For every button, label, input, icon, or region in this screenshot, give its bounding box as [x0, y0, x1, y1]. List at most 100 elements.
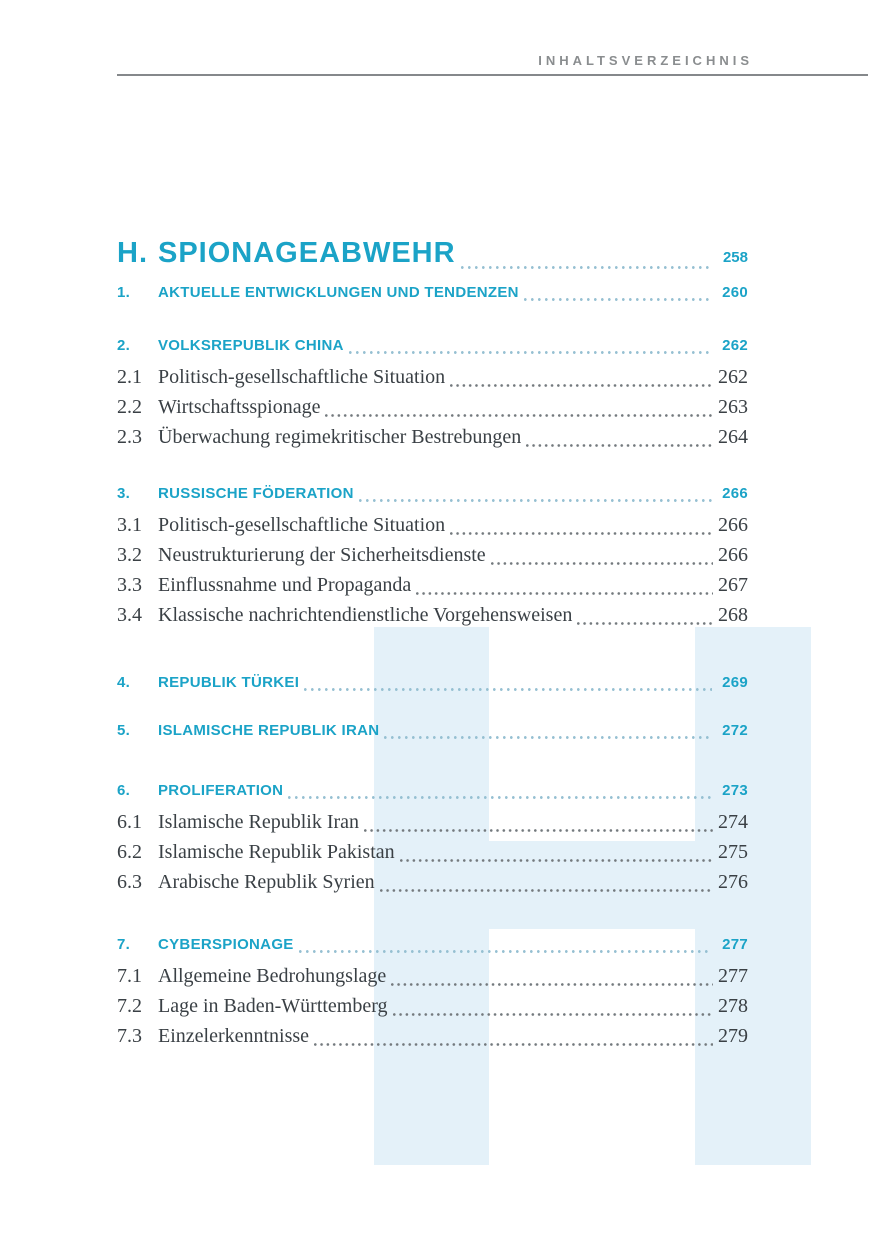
dotted-leader	[379, 889, 713, 892]
dotted-leader	[526, 444, 713, 447]
toc-row[interactable]: 2.2 Wirtschaftsspionage 263	[117, 392, 748, 422]
toc-entry-title: Islamische Republik Pakistan	[158, 841, 395, 863]
toc-row[interactable]: 7.2 Lage in Baden-Württemberg 278	[117, 991, 748, 1021]
dotted-leader	[298, 950, 713, 953]
toc-entry-title: Einzelerkenntnisse	[158, 1025, 310, 1047]
dotted-leader	[523, 298, 713, 301]
dotted-leader	[384, 736, 713, 739]
toc-group-russland: 3. RUSSISCHE FÖDERATION 266 3.1 Politisc…	[117, 482, 748, 630]
toc-entry-page: 278	[718, 995, 748, 1017]
toc-entry-page: 275	[718, 841, 748, 863]
dotted-leader	[325, 414, 713, 417]
toc-entry-page: 269	[722, 674, 748, 691]
toc-entry-title: Lage in Baden-Württemberg	[158, 995, 388, 1017]
toc-entry-page: 268	[718, 604, 748, 626]
dotted-leader	[364, 829, 713, 832]
toc-row[interactable]: 7.3 Einzelerkenntnisse 279	[117, 1021, 748, 1051]
toc-row[interactable]: 4. REPUBLIK TÜRKEI 269	[117, 671, 748, 695]
dotted-leader	[348, 351, 713, 354]
toc-entry-title: Islamische Republik Iran	[158, 811, 360, 833]
toc-entry-page: 262	[722, 337, 748, 354]
toc-row[interactable]: 3.2 Neustrukturierung der Sicherheitsdie…	[117, 540, 748, 570]
toc-entry-number: 6.3	[117, 871, 142, 893]
toc-entry-number: 3.4	[117, 604, 142, 626]
dotted-leader	[416, 592, 713, 595]
toc-entry-page: 266	[718, 514, 748, 536]
toc-row[interactable]: 7. CYBERSPIONAGE 277	[117, 933, 748, 957]
toc-row[interactable]: 3.3 Einflussnahme und Propaganda 267	[117, 570, 748, 600]
toc-entry-title: Klassische nachrichtendienstliche Vorgeh…	[158, 604, 573, 626]
toc-row[interactable]: H. SPIONAGEABWEHR 258	[117, 236, 748, 275]
dotted-leader	[450, 384, 713, 387]
toc-entry-page: 260	[722, 284, 748, 301]
toc-entry-number: 2.3	[117, 426, 142, 448]
toc-entry-number: 3.3	[117, 574, 142, 596]
toc-entry-number: 3.1	[117, 514, 142, 536]
toc-entry-number: 6.	[117, 782, 131, 799]
toc-entry-title: Neustrukturierung der Sicherheitsdienste	[158, 544, 486, 566]
toc-entry-page: 273	[722, 782, 748, 799]
toc-entry-number: 3.2	[117, 544, 142, 566]
toc-row[interactable]: 5. ISLAMISCHE REPUBLIK IRAN 272	[117, 719, 748, 743]
dotted-leader	[358, 499, 713, 502]
toc-entry-title: CYBERSPIONAGE	[158, 936, 294, 953]
dotted-leader	[288, 796, 713, 799]
toc-row[interactable]: 3.4 Klassische nachrichtendienstliche Vo…	[117, 600, 748, 630]
dotted-leader	[490, 562, 713, 565]
toc-entry-number: 6.2	[117, 841, 142, 863]
toc-entry-page: 279	[718, 1025, 748, 1047]
dotted-leader	[392, 1013, 713, 1016]
toc-entry-page: 264	[718, 426, 748, 448]
toc-row[interactable]: 2.3 Überwachung regimekritischer Bestreb…	[117, 422, 748, 452]
toc-entry-number: 2.1	[117, 366, 142, 388]
toc-entry-number: 2.2	[117, 396, 142, 418]
toc-row[interactable]: 3. RUSSISCHE FÖDERATION 266	[117, 482, 748, 506]
dotted-leader	[577, 622, 713, 625]
toc-entry-title: SPIONAGEABWEHR	[158, 237, 456, 269]
dotted-leader	[399, 859, 713, 862]
toc-entry-page: 258	[722, 249, 748, 266]
toc-entry-number: 4.	[117, 674, 131, 691]
toc-entry-page: 266	[718, 544, 748, 566]
dotted-leader	[460, 266, 713, 269]
watermark-crossbar	[374, 841, 811, 929]
toc-row[interactable]: 6. PROLIFERATION 273	[117, 779, 748, 803]
toc-entry-number: 2.	[117, 337, 131, 354]
dotted-leader	[314, 1043, 713, 1046]
toc-row[interactable]: 3.1 Politisch-gesellschaftliche Situatio…	[117, 510, 748, 540]
toc-row[interactable]: 6.1 Islamische Republik Iran 274	[117, 807, 748, 837]
dotted-leader	[304, 688, 713, 691]
toc-entry-title: Politisch-gesellschaftliche Situation	[158, 366, 446, 388]
toc-row[interactable]: 1. AKTUELLE ENTWICKLUNGEN UND TENDENZEN …	[117, 281, 748, 305]
toc-entry-page: 262	[718, 366, 748, 388]
toc-entry-number: 7.2	[117, 995, 142, 1017]
toc-row[interactable]: 7.1 Allgemeine Bedrohungslage 277	[117, 961, 748, 991]
dotted-leader	[450, 532, 713, 535]
toc-group-iran: 5. ISLAMISCHE REPUBLIK IRAN 272	[117, 719, 748, 747]
toc-entry-page: 272	[722, 722, 748, 739]
header-rule	[117, 74, 868, 76]
toc-row[interactable]: 2.1 Politisch-gesellschaftliche Situatio…	[117, 362, 748, 392]
toc-entry-title: ISLAMISCHE REPUBLIK IRAN	[158, 722, 380, 739]
toc-entry-title: Einflussnahme und Propaganda	[158, 574, 412, 596]
toc-entry-title: AKTUELLE ENTWICKLUNGEN UND TENDENZEN	[158, 284, 519, 301]
toc-entry-number: 7.3	[117, 1025, 142, 1047]
toc-entry-number: H.	[117, 237, 148, 269]
toc-row[interactable]: 2. VOLKSREPUBLIK CHINA 262	[117, 334, 748, 358]
toc-row[interactable]: 6.2 Islamische Republik Pakistan 275	[117, 837, 748, 867]
dotted-leader	[391, 983, 713, 986]
toc-entry-page: 263	[718, 396, 748, 418]
toc-entry-title: Politisch-gesellschaftliche Situation	[158, 514, 446, 536]
toc-row[interactable]: 6.3 Arabische Republik Syrien 276	[117, 867, 748, 897]
toc-entry-title: Arabische Republik Syrien	[158, 871, 375, 893]
toc-entry-title: VOLKSREPUBLIK CHINA	[158, 337, 344, 354]
toc-entry-title: REPUBLIK TÜRKEI	[158, 674, 300, 691]
toc-entry-number: 1.	[117, 284, 131, 301]
toc-entry-page: 277	[722, 936, 748, 953]
toc-group-china: 2. VOLKSREPUBLIK CHINA 262 2.1 Politisch…	[117, 334, 748, 452]
toc-entry-title: PROLIFERATION	[158, 782, 284, 799]
toc-group-proliferation: 6. PROLIFERATION 273 6.1 Islamische Repu…	[117, 779, 748, 897]
toc-entry-number: 3.	[117, 485, 131, 502]
toc-entry-number: 7.1	[117, 965, 142, 987]
